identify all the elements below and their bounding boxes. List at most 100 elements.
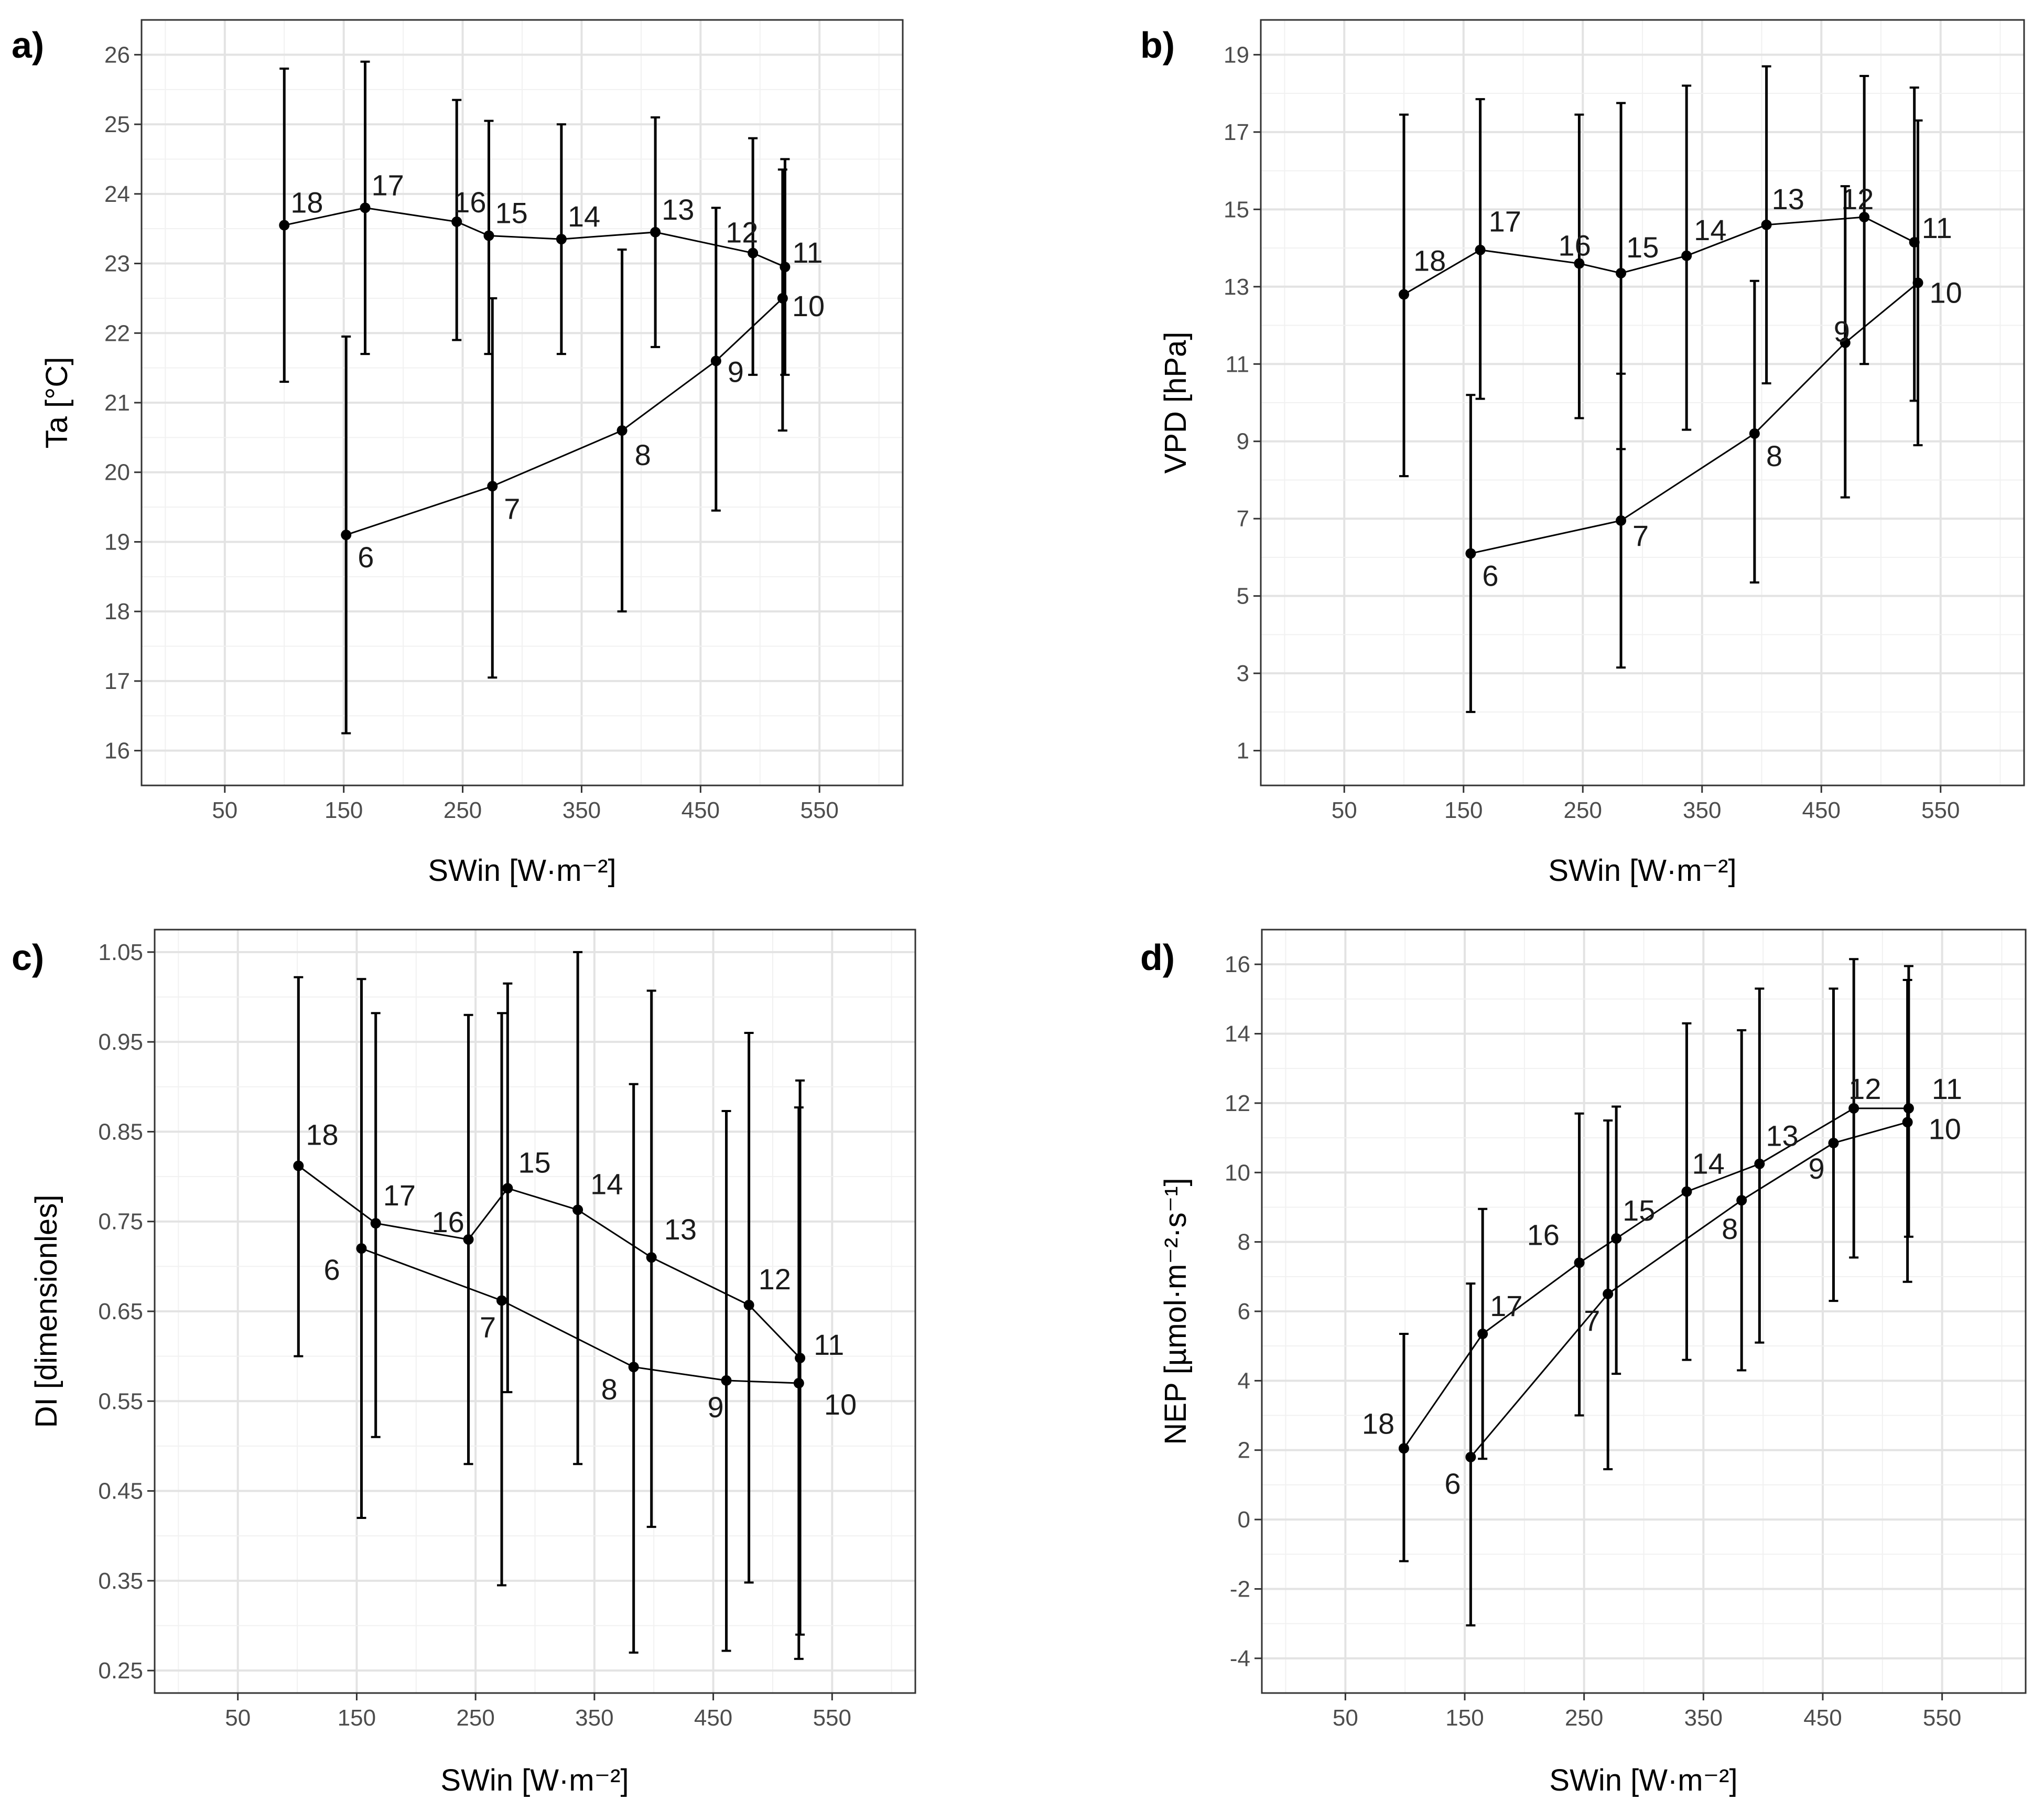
data-layer: 18 17 16 15 14 13 12 11 6 7 8 9 10 bbox=[293, 951, 857, 1660]
y-tick-label: 10 bbox=[1225, 1160, 1250, 1185]
y-axis-label: DI [dimensionles] bbox=[29, 1195, 63, 1428]
x-tick-label: 550 bbox=[813, 1705, 851, 1731]
point-label: 11 bbox=[792, 236, 823, 269]
point-label: 11 bbox=[814, 1328, 844, 1361]
y-tick-label: 17 bbox=[1224, 120, 1249, 145]
data-point-hour-9 bbox=[1828, 1138, 1839, 1149]
data-point-hour-18 bbox=[1399, 289, 1409, 300]
data-point-hour-8 bbox=[1736, 1195, 1747, 1206]
point-label: 12 bbox=[1841, 182, 1874, 215]
y-tick-label: 25 bbox=[104, 112, 130, 137]
y-tick-label: 0.65 bbox=[98, 1299, 143, 1324]
x-tick-label: 450 bbox=[1803, 1705, 1842, 1731]
y-tick-label: 5 bbox=[1237, 584, 1249, 609]
panel-label: b) bbox=[1140, 25, 1175, 66]
y-tick-label: 14 bbox=[1225, 1021, 1250, 1047]
y-tick-label: 18 bbox=[104, 599, 130, 624]
data-point-hour-6 bbox=[341, 530, 352, 541]
x-axis-label: SWin [W·m⁻²] bbox=[428, 854, 616, 888]
point-label: 16 bbox=[1527, 1218, 1560, 1251]
data-point-hour-13 bbox=[646, 1252, 657, 1263]
x-tick-label: 50 bbox=[1333, 1705, 1358, 1731]
data-point-hour-12 bbox=[1859, 212, 1870, 223]
data-point-hour-7 bbox=[1603, 1288, 1614, 1299]
y-tick-label: 21 bbox=[104, 390, 130, 416]
x-tick-label: 350 bbox=[1683, 797, 1721, 823]
x-tick-label: 150 bbox=[1444, 797, 1483, 823]
data-point-hour-8 bbox=[1749, 428, 1760, 439]
point-label: 8 bbox=[1766, 439, 1782, 472]
point-label: 9 bbox=[728, 355, 744, 388]
point-label: 14 bbox=[1692, 1147, 1724, 1180]
point-label: 9 bbox=[708, 1390, 724, 1424]
x-tick-label: 150 bbox=[338, 1705, 376, 1731]
point-label: 6 bbox=[323, 1253, 340, 1286]
x-tick-label: 250 bbox=[1565, 1705, 1603, 1731]
panel-label: c) bbox=[12, 937, 44, 978]
point-label: 10 bbox=[824, 1388, 857, 1421]
data-point-hour-6 bbox=[1465, 548, 1476, 559]
y-tick-label: 16 bbox=[104, 738, 130, 764]
data-point-hour-13 bbox=[1754, 1158, 1765, 1169]
data-point-hour-15 bbox=[1616, 267, 1627, 278]
point-label: 6 bbox=[358, 541, 374, 574]
x-tick-label: 350 bbox=[1684, 1705, 1723, 1731]
y-tick-label: 0.35 bbox=[98, 1568, 143, 1594]
point-label: 10 bbox=[792, 289, 825, 322]
y-tick-label: 2 bbox=[1238, 1438, 1250, 1463]
data-point-hour-13 bbox=[650, 227, 661, 238]
y-tick-label: 13 bbox=[1224, 274, 1249, 300]
point-label: 7 bbox=[1632, 519, 1649, 552]
data-point-hour-6 bbox=[1465, 1451, 1476, 1462]
y-tick-label: 16 bbox=[1225, 952, 1250, 977]
y-tick-label: 19 bbox=[1224, 42, 1249, 68]
point-label: 8 bbox=[1722, 1212, 1738, 1245]
y-tick-label: 0.85 bbox=[98, 1119, 143, 1145]
y-axis-label: Ta [°C] bbox=[40, 357, 74, 449]
y-axis-label: VPD [hPa] bbox=[1159, 332, 1193, 474]
point-label: 16 bbox=[453, 186, 486, 219]
y-tick-label: 17 bbox=[104, 669, 130, 694]
point-label: 8 bbox=[601, 1373, 618, 1406]
data-point-hour-17 bbox=[370, 1218, 381, 1229]
data-point-hour-6 bbox=[356, 1243, 367, 1254]
data-point-hour-17 bbox=[1475, 244, 1486, 255]
point-label: 17 bbox=[1490, 1289, 1522, 1322]
panel-b: b) VPD [hPa] SWin [W·m⁻²] 50 150 250 350 450… bbox=[1140, 19, 2025, 888]
x-tick-label: 150 bbox=[1445, 1705, 1484, 1731]
y-tick-label: 7 bbox=[1237, 506, 1249, 532]
x-axis: 50 150 250 350 450 550 bbox=[1333, 1693, 1961, 1731]
data-point-hour-10 bbox=[777, 293, 788, 304]
data-point-hour-15 bbox=[502, 1183, 513, 1194]
point-label: 7 bbox=[480, 1310, 496, 1343]
x-tick-label: 50 bbox=[1332, 797, 1357, 823]
data-point-hour-12 bbox=[748, 247, 759, 258]
y-tick-label: 0.75 bbox=[98, 1209, 143, 1235]
data-layer: 18 17 16 15 14 13 12 11 6 7 8 9 10 bbox=[1362, 958, 1962, 1626]
y-axis: -4 -2 0 2 4 6 8 10 12 14 16 bbox=[1225, 952, 1262, 1672]
point-label: 15 bbox=[495, 196, 527, 229]
point-label: 14 bbox=[1694, 213, 1726, 246]
x-tick-label: 350 bbox=[563, 797, 601, 823]
x-axis-label: SWin [W·m⁻²] bbox=[1549, 1763, 1737, 1797]
y-tick-label: 22 bbox=[104, 320, 130, 346]
point-label: 13 bbox=[1766, 1119, 1798, 1152]
y-tick-label: -4 bbox=[1230, 1646, 1250, 1672]
x-tick-label: 250 bbox=[444, 797, 482, 823]
y-tick-label: 23 bbox=[104, 251, 130, 277]
y-tick-label: 8 bbox=[1238, 1230, 1250, 1255]
point-label: 13 bbox=[664, 1213, 697, 1246]
x-tick-label: 50 bbox=[225, 1705, 251, 1731]
y-tick-label: 11 bbox=[1225, 351, 1249, 377]
panel-label: a) bbox=[12, 25, 44, 66]
x-tick-label: 250 bbox=[1564, 797, 1602, 823]
data-point-hour-16 bbox=[1574, 258, 1585, 269]
data-point-hour-14 bbox=[1681, 1186, 1692, 1197]
data-point-hour-10 bbox=[1902, 1117, 1913, 1128]
y-tick-label: 0 bbox=[1238, 1507, 1250, 1533]
y-tick-label: 4 bbox=[1238, 1368, 1250, 1394]
data-point-hour-16 bbox=[451, 216, 462, 227]
panel-d: d) NEP [µmol·m⁻²·s⁻¹] SWin [W·m⁻²] 50 150… bbox=[1140, 929, 2027, 1797]
point-label: 18 bbox=[1362, 1407, 1394, 1440]
